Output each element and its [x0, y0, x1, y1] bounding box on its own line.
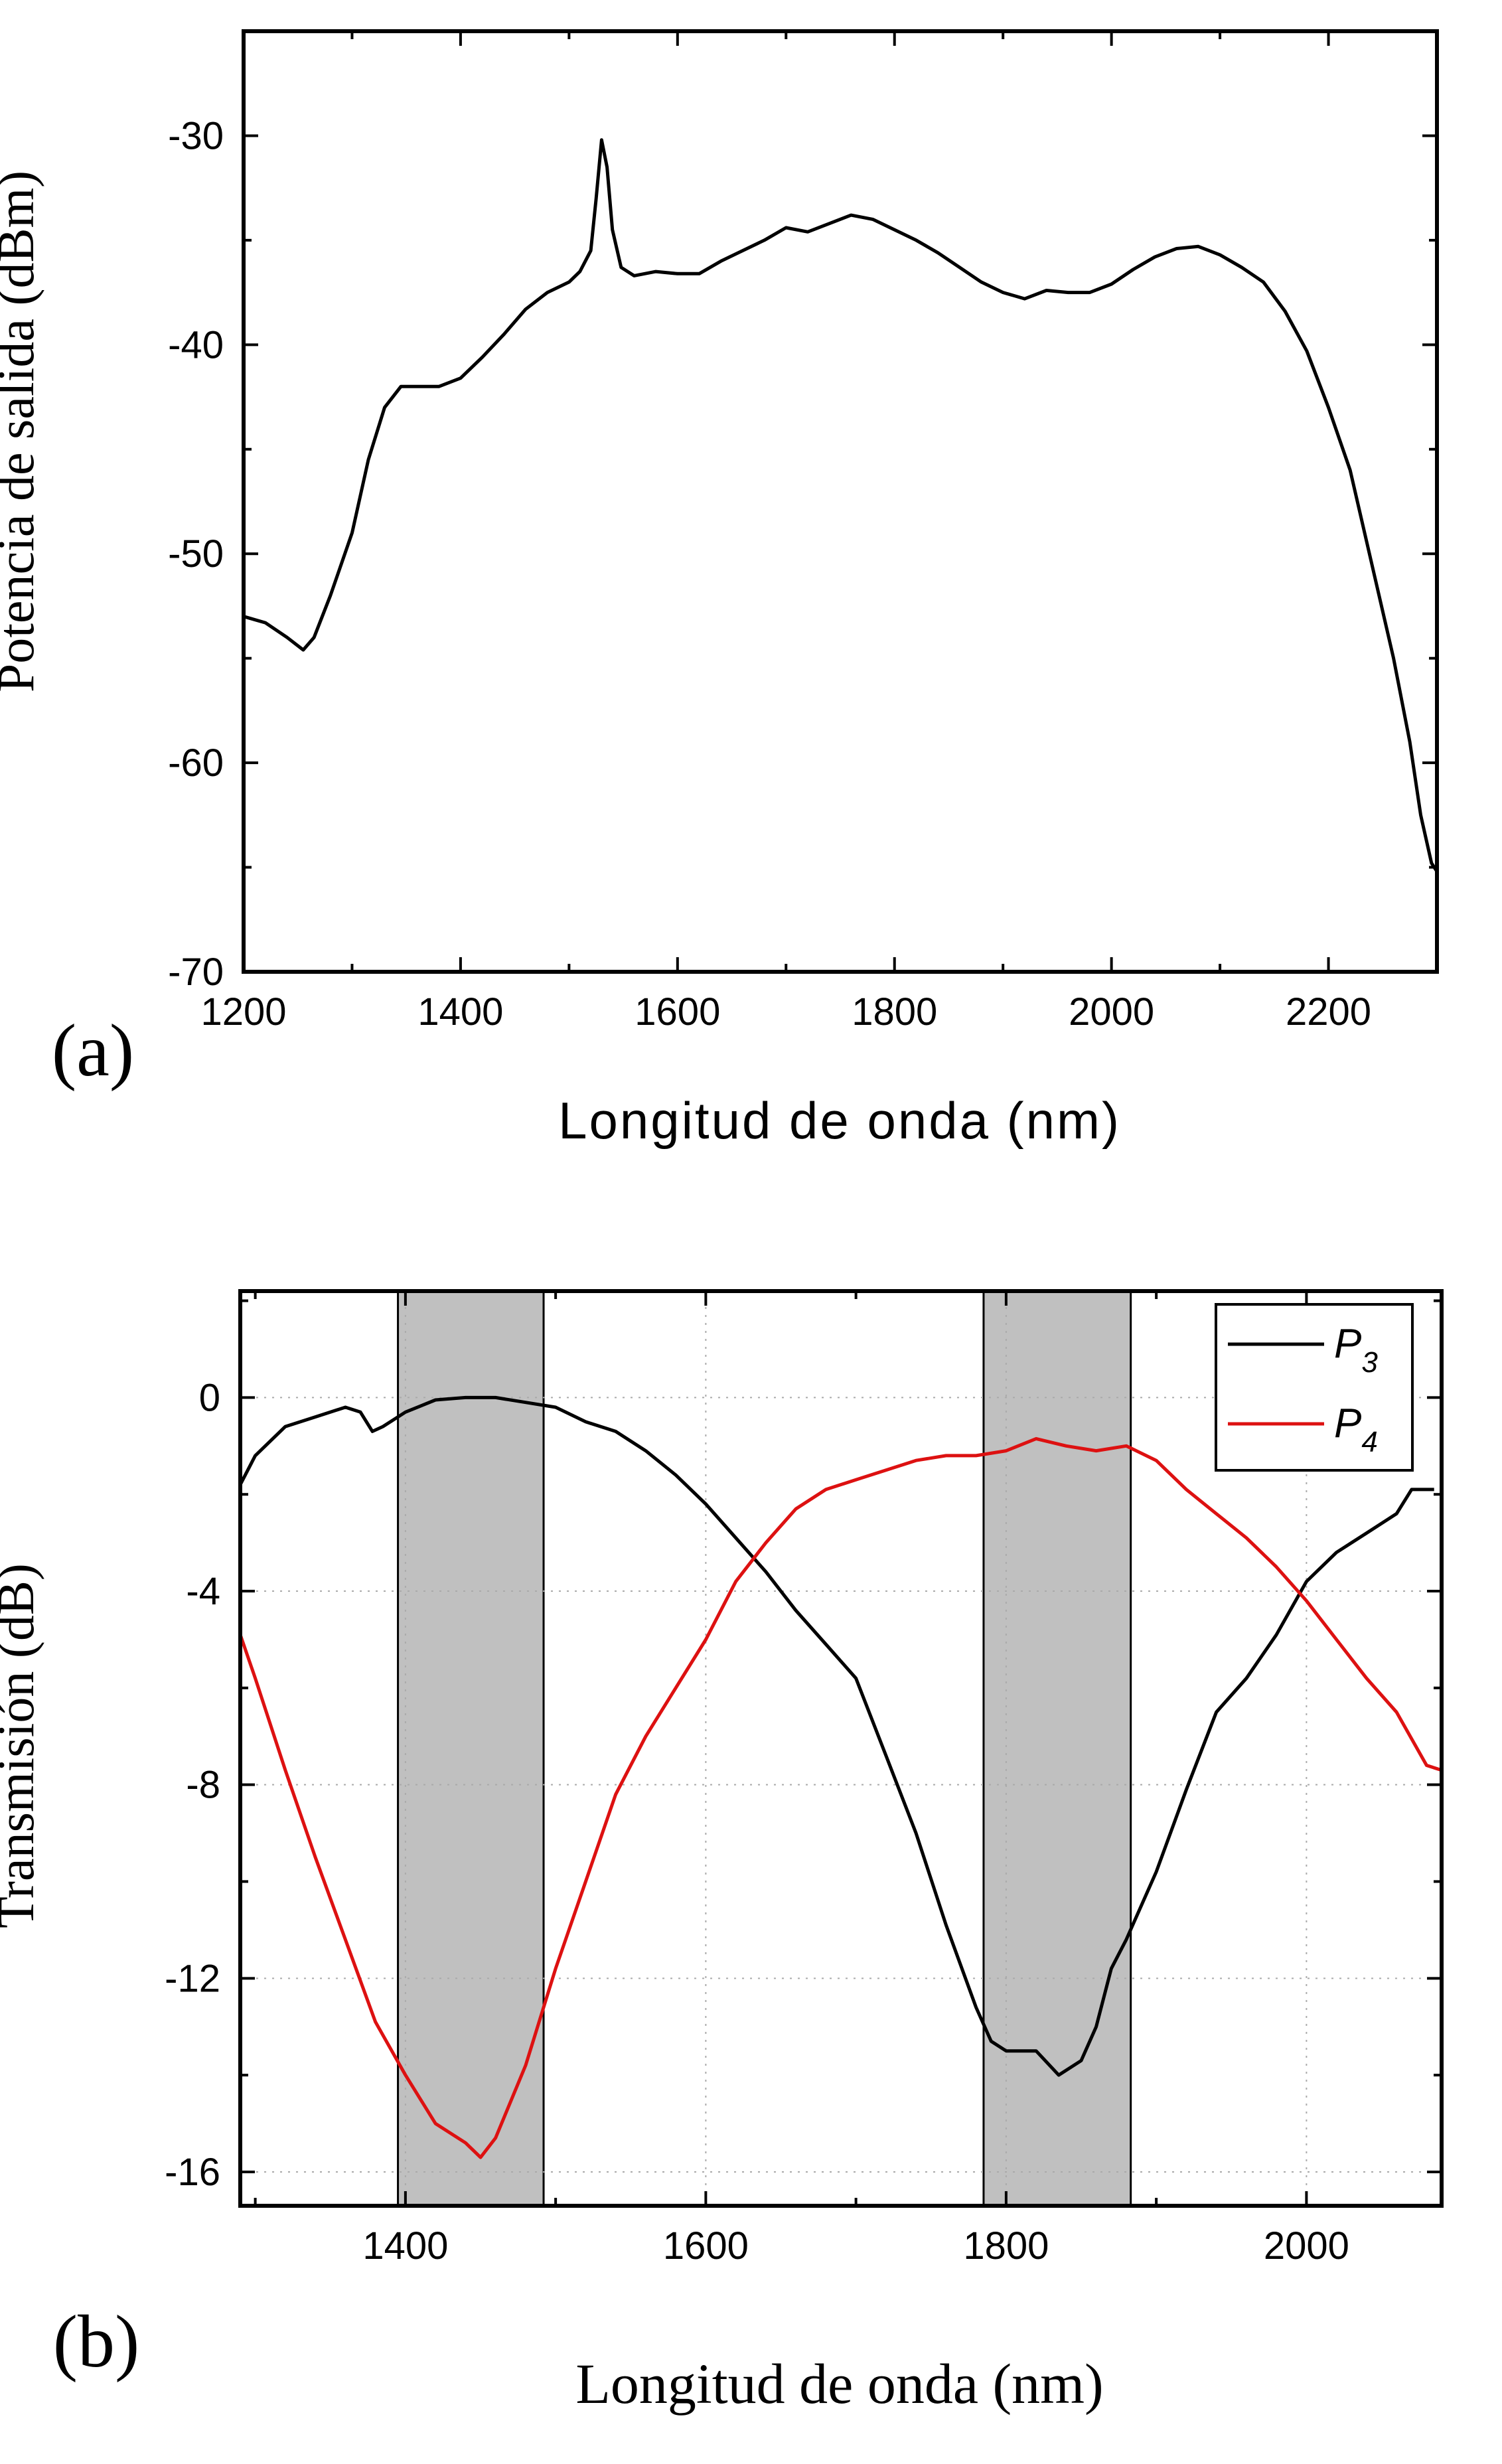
y-tick-label: 0: [199, 1376, 220, 1419]
y-tick-label: -30: [168, 114, 224, 157]
legend: P3 P4: [1215, 1303, 1414, 1472]
y-tick-label: -50: [168, 532, 224, 576]
x-tick-label: 1600: [663, 2224, 749, 2268]
x-tick-label: 2000: [1264, 2224, 1349, 2268]
x-tick-label: 1200: [200, 990, 286, 1034]
legend-box: [1215, 1303, 1414, 1472]
series-line-spectrum: [243, 138, 1439, 873]
panel-b-label: (b): [53, 2301, 140, 2383]
y-tick-label: -12: [165, 1957, 220, 2000]
panel-b: 1400 1600 1800 2000 -16 -12 -8 -4 0 P3 P4 Trans…: [0, 1289, 1444, 2416]
panel-b-ylabel: Transmisión (dB): [0, 1563, 44, 1928]
x-tick-label: 2000: [1069, 990, 1154, 1034]
shaded-band-0: [397, 1290, 545, 2207]
panel-a-xlabel: Longitud de onda (nm): [558, 1091, 1121, 1150]
panel-a: 1200 1400 1600 1800 2000 2200 -70 -60 -50 -40 -30…: [0, 29, 1439, 1150]
x-tick-label: 1400: [362, 2224, 448, 2268]
panel-a-label: (a): [52, 1010, 134, 1092]
panel-b-xlabel: Longitud de onda (nm): [575, 2352, 1103, 2416]
y-tick-label: -4: [186, 1570, 220, 1613]
x-tick-label: 1800: [852, 990, 937, 1034]
legend-label-p3: P3: [1334, 1321, 1378, 1379]
x-tick-label: 2200: [1286, 990, 1371, 1034]
y-tick-label: -8: [186, 1764, 220, 1807]
y-tick-label: -60: [168, 741, 224, 785]
series-line-p4: [238, 1436, 1442, 2159]
y-tick-label: -70: [168, 951, 224, 994]
x-tick-label: 1800: [963, 2224, 1049, 2268]
x-tick-label: 1600: [635, 990, 720, 1034]
x-tick-label: 1400: [417, 990, 503, 1034]
panel-b-series: [238, 1395, 1442, 2159]
legend-label-p4: P4: [1334, 1401, 1378, 1458]
panel-a-frame: [242, 29, 1439, 974]
series-line-p3: [238, 1395, 1434, 2077]
panel-a-ylabel: Potencia de salida (dBm): [0, 171, 44, 692]
panel-a-series: [243, 138, 1439, 873]
y-tick-label: -40: [168, 323, 224, 366]
y-tick-label: -16: [165, 2151, 220, 2194]
panel-b-frame: [238, 1289, 1444, 2208]
